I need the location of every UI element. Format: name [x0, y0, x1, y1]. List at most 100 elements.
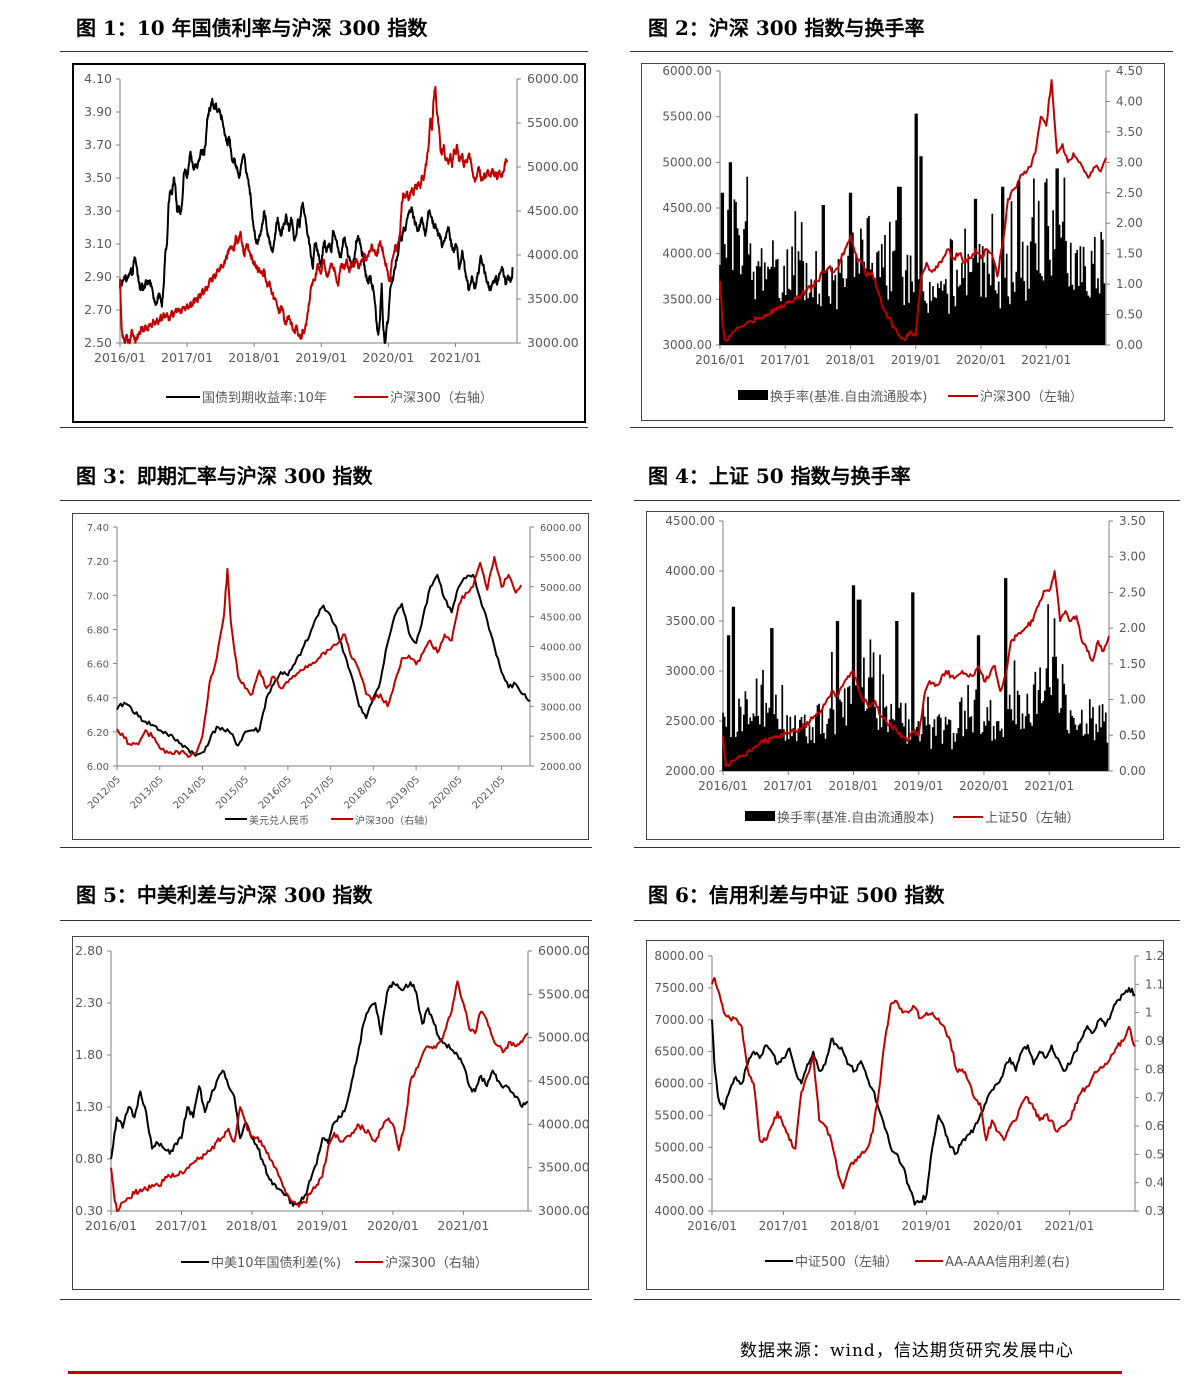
legend-label: 国债到期收益率:10年 — [202, 390, 327, 406]
right-tick-label: 0.50 — [1116, 308, 1143, 322]
series-line-2 — [711, 977, 1136, 1190]
chart-panel-2: 3000.00 3500.00 4000.00 4500.00 5000.00 5500.… — [641, 63, 1165, 421]
left-tick-label: 4000.00 — [665, 564, 715, 578]
legend-label: 换手率(基准.自由流通股本) — [770, 389, 927, 405]
title-rule — [60, 500, 592, 501]
left-tick-label: 4500.00 — [654, 1172, 704, 1186]
left-tick-label: 8000.00 — [654, 949, 704, 963]
chart-svg: 2.50 2.70 2.90 3.10 3.30 3.50 3.70 3.90 4.10 3000… — [84, 71, 579, 406]
legend-label: 中美10年国债利差(%) — [211, 1256, 341, 1271]
right-tick-label: 4500.00 — [538, 1073, 590, 1088]
right-tick-label: 3.50 — [1119, 514, 1146, 528]
x-tick-label: 2017/01 — [759, 1219, 809, 1233]
x-tick-label: 2018/05 — [342, 774, 379, 811]
x-tick-label: 2013/05 — [129, 774, 166, 811]
legend-label: 中证500（左轴） — [795, 1255, 898, 1270]
right-tick-label: 5000.00 — [538, 1030, 590, 1045]
turnover-bars — [722, 578, 1109, 771]
right-tick-label: 0.3 — [1145, 1204, 1164, 1218]
left-tick-label: 6.40 — [87, 694, 109, 705]
left-tick-label: 4.10 — [84, 71, 112, 86]
x-tick-label: 2017/01 — [760, 353, 810, 367]
left-tick-label: 4500.00 — [665, 514, 715, 528]
series-line-1 — [119, 97, 514, 344]
left-tick-label: 7000.00 — [654, 1013, 704, 1027]
left-tick-label: 3.30 — [84, 203, 112, 218]
title-rule — [60, 920, 592, 921]
legend-label: 沪深300（左轴） — [980, 389, 1083, 405]
left-tick-label: 3.70 — [84, 137, 112, 152]
left-tick-label: 7.40 — [87, 523, 109, 534]
x-tick-label: 2016/01 — [687, 1219, 737, 1233]
right-tick-label: 1.50 — [1116, 247, 1143, 261]
x-tick-label: 2019/01 — [891, 353, 941, 367]
x-tick-label: 2018/01 — [228, 350, 280, 365]
x-tick-label: 2017/05 — [300, 774, 337, 811]
turnover-bars — [719, 113, 1106, 345]
x-tick-label: 2016/01 — [695, 353, 745, 367]
bottom-rule — [634, 1299, 1180, 1300]
series-line-2 — [110, 980, 529, 1212]
x-tick-label: 2020/01 — [973, 1219, 1023, 1233]
right-tick-label: 1.00 — [1119, 693, 1146, 707]
right-tick-label: 5000.00 — [527, 159, 579, 174]
footer-red-bar — [68, 1371, 1122, 1374]
right-tick-label: 2000.00 — [540, 762, 581, 773]
series-line-2 — [722, 570, 1110, 767]
left-tick-label: 6.60 — [87, 660, 109, 671]
x-tick-label: 2019/01 — [894, 779, 944, 793]
left-tick-label: 3500.00 — [665, 614, 715, 628]
right-tick-label: 3000.00 — [538, 1203, 590, 1218]
data-source-note: 数据来源：wind，信达期货研究发展中心 — [740, 1341, 1074, 1361]
x-tick-label: 2018/01 — [826, 353, 876, 367]
left-tick-label: 2.30 — [75, 995, 103, 1010]
figure-2-title: 图 2：沪深 300 指数与换手率 — [648, 16, 925, 40]
left-tick-label: 2.70 — [84, 302, 112, 317]
turnover-bar-series — [719, 113, 1106, 345]
left-tick-label: 6.20 — [87, 728, 109, 739]
left-tick-label: 1.80 — [75, 1047, 103, 1062]
bottom-rule — [60, 1299, 592, 1300]
left-tick-label: 3.50 — [84, 170, 112, 185]
right-tick-label: 2.50 — [1119, 585, 1146, 599]
bottom-rule — [60, 847, 592, 848]
left-tick-label: 6.80 — [87, 625, 109, 636]
right-tick-label: 0.00 — [1119, 764, 1146, 778]
right-tick-label: 3.50 — [1116, 125, 1143, 139]
left-tick-label: 5500.00 — [654, 1108, 704, 1122]
right-tick-label: 0.7 — [1145, 1091, 1164, 1105]
left-tick-label: 2500.00 — [665, 714, 715, 728]
left-tick-label: 4000.00 — [662, 247, 712, 261]
figure-3-title: 图 3：即期汇率与沪深 300 指数 — [76, 464, 373, 488]
left-tick-label: 3000.00 — [665, 664, 715, 678]
right-tick-label: 6000.00 — [540, 523, 581, 534]
x-tick-label: 2017/01 — [763, 779, 813, 793]
x-tick-label: 2019/05 — [385, 774, 422, 811]
x-tick-label: 2020/01 — [956, 353, 1006, 367]
x-tick-label: 2020/01 — [362, 350, 414, 365]
right-tick-label: 3500.00 — [538, 1160, 590, 1175]
x-tick-label: 2016/05 — [257, 774, 294, 811]
chart-panel-3: 6.00 6.20 6.40 6.60 6.80 7.00 7.20 7.40 2000.00 2… — [72, 513, 589, 840]
chart-svg: 6.00 6.20 6.40 6.60 6.80 7.00 7.20 7.40 2000.00 2… — [86, 523, 581, 827]
legend-label: 沪深300（右轴） — [385, 1255, 488, 1271]
legend-label: 沪深300（右轴） — [355, 814, 434, 827]
right-tick-label: 6000.00 — [527, 71, 579, 86]
left-tick-label: 4500.00 — [662, 201, 712, 215]
series-line-2 — [119, 85, 509, 345]
right-tick-label: 3000.00 — [527, 335, 579, 350]
figure-6-title: 图 6：信用利差与中证 500 指数 — [648, 883, 945, 907]
left-tick-label: 3.90 — [84, 104, 112, 119]
x-tick-label: 2019/01 — [902, 1219, 952, 1233]
left-tick-label: 4000.00 — [654, 1204, 704, 1218]
right-tick-label: 5000.00 — [540, 583, 581, 594]
left-tick-label: 1.30 — [75, 1099, 103, 1114]
x-tick-label: 2017/01 — [156, 1218, 208, 1233]
left-tick-label: 2.50 — [84, 335, 112, 350]
right-tick-label: 6000.00 — [538, 943, 590, 958]
chart-svg: 4000.00 4500.00 5000.00 5500.00 6000.00 6500.… — [654, 949, 1164, 1270]
title-rule — [634, 920, 1180, 921]
left-tick-label: 2.80 — [75, 943, 103, 958]
chart-svg: 2000.00 2500.00 3000.00 3500.00 4000.00 4500.… — [665, 514, 1146, 826]
legend-label: 上证50（左轴） — [985, 811, 1080, 826]
